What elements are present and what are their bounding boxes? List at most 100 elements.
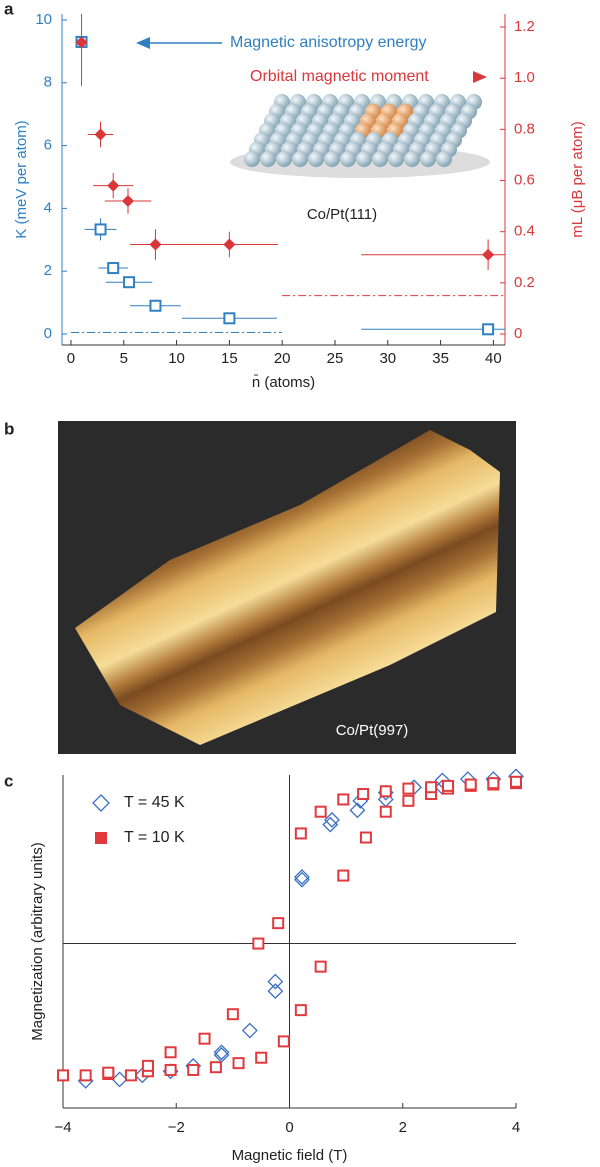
marker [464,778,477,791]
x-tick-label: 2 [399,1119,407,1136]
marker [510,775,522,788]
marker [209,1061,222,1074]
marker [379,805,392,818]
marker [149,299,162,312]
marker [75,36,88,49]
y-tick-label: 0 [44,325,52,342]
x-tick-label: 35 [432,350,449,367]
x-tick-label: −2 [168,1119,185,1136]
marker [314,805,327,818]
y-tick-label: 2 [44,262,52,279]
atom [356,151,372,167]
y-axis-label: Magnetization (arbitrary units) [29,842,46,1040]
panel-a: a 0 5 10 15 20 25 30 35 40 0 2 4 6 8 10 0 0.2 0.4 0.6 0.8 1.0… [4,0,586,391]
marker [198,1032,211,1045]
x-tick-label: 30 [379,350,396,367]
marker [141,1059,154,1072]
panel-label: a [4,0,14,18]
marker [187,1063,200,1076]
inset [230,94,490,178]
y2-axis-label: mL (μB per atom) [569,121,586,237]
marker [294,869,310,885]
atom [436,151,452,167]
arrow-head [136,37,150,49]
panel-c: c −4 −2 0 2 4 Magnetic field (T) Magnetization … [4,768,524,1164]
atom [244,151,260,167]
marker [277,1035,290,1048]
atom [292,151,308,167]
marker [94,128,107,141]
marker [124,1069,137,1082]
marker [79,1069,92,1082]
marker [164,1046,177,1059]
marker [226,1008,239,1021]
marker [314,960,327,973]
x-tick-label: 25 [327,350,344,367]
y2-tick-label: 0.4 [514,223,535,240]
x-tick-label: 15 [221,350,238,367]
atom [308,151,324,167]
atom [404,151,420,167]
marker [232,1057,245,1070]
y2-tick-label: 1.2 [514,18,535,35]
atom [388,151,404,167]
marker [111,1071,128,1088]
series-annotation: Orbital magnetic moment [250,68,429,85]
atom [420,151,436,167]
marker [94,223,107,236]
x-tick-label: −4 [54,1119,71,1136]
y-tick-label: 8 [44,74,52,91]
x-tick-label: 40 [485,350,502,367]
marker [107,262,120,275]
x-axis-label: n̄ (atoms) [252,374,315,391]
marker [294,871,310,888]
legend-marker [92,794,110,812]
marker [324,811,340,828]
marker [213,1044,230,1061]
atom [260,151,276,167]
marker [255,1051,268,1064]
marker [349,802,366,819]
marker [482,248,495,261]
y-tick-label: 4 [44,199,52,216]
marker [241,1022,258,1039]
x-tick-label: 0 [67,350,75,367]
marker [322,816,339,833]
y-tick-label: 10 [35,11,52,28]
marker [122,194,135,207]
marker [337,793,350,806]
y-axis-label: K (meV per atom) [13,120,30,238]
marker [223,238,236,251]
x-tick-label: 4 [512,1119,520,1136]
marker [487,777,500,790]
stm-surface [75,430,500,745]
marker [402,794,415,807]
legend-label: T = 10 K [124,829,185,846]
marker [357,788,370,801]
marker [482,323,495,336]
marker [123,276,136,289]
marker [107,179,120,192]
marker [442,779,455,792]
marker [267,983,284,1000]
y2-tick-label: 1.0 [514,69,535,86]
marker [252,937,265,950]
plot-area [70,14,505,336]
panel-b: b Co/Pt(997) [4,419,516,754]
plot-area [57,768,524,1089]
marker [359,831,372,844]
y2-tick-label: 0 [514,325,522,342]
legend-label: T = 45 K [124,794,185,811]
marker [267,973,284,990]
legend-marker [95,832,107,844]
image-annotation: Co/Pt(997) [336,722,409,739]
y-tick-label: 6 [44,137,52,154]
marker [337,869,350,882]
marker [379,785,392,798]
marker [425,781,438,794]
atom [340,151,356,167]
atom [324,151,340,167]
marker [102,1066,115,1079]
x-tick-label: 10 [168,350,185,367]
